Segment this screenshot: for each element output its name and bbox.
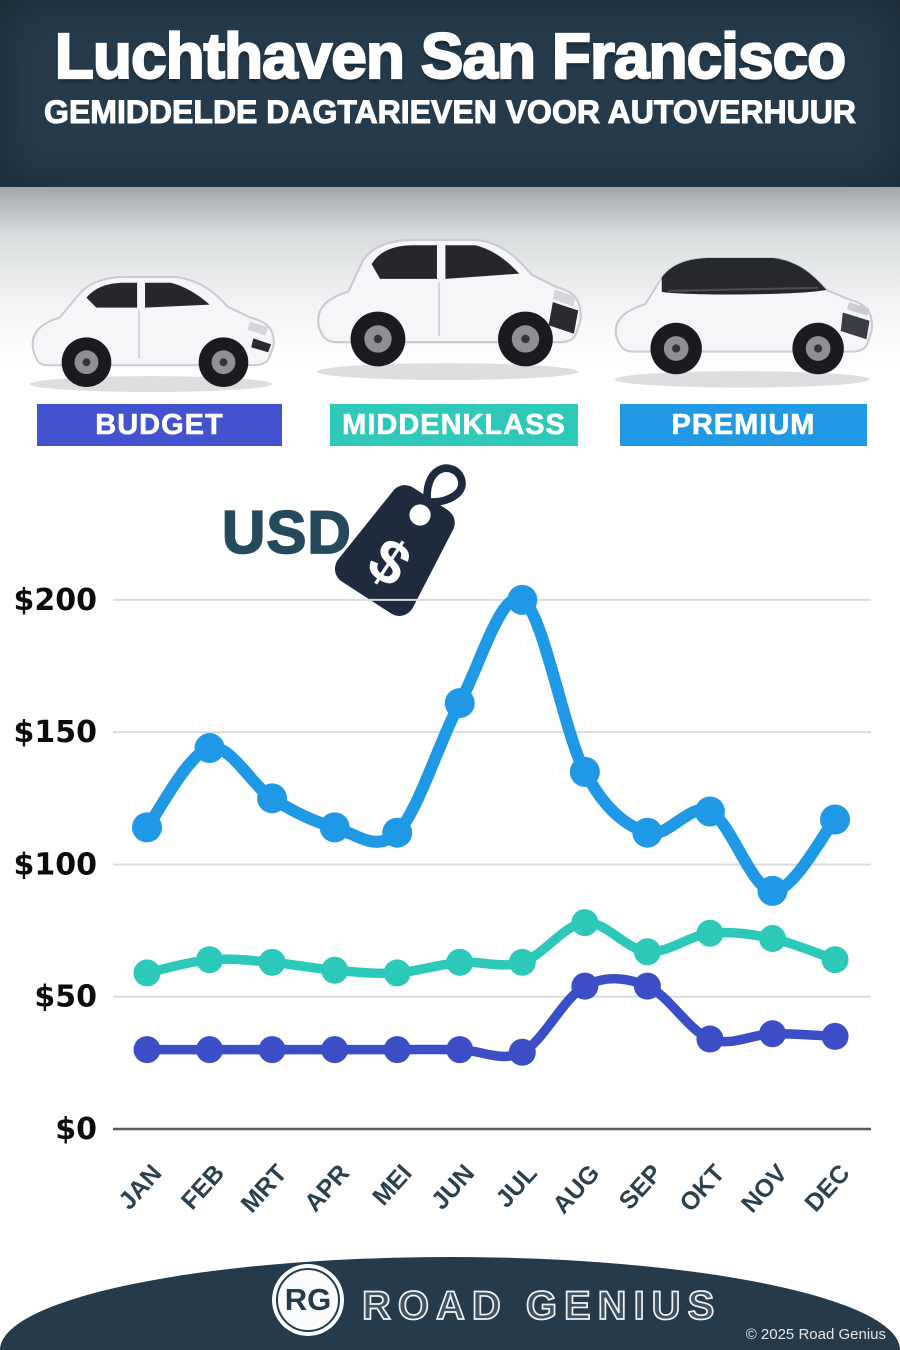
- brand-name: ROAD GENIUS: [361, 1283, 722, 1329]
- data-point-middenklass: [321, 956, 349, 984]
- y-tick-label: $150: [14, 715, 98, 750]
- x-tick-label: NOV: [736, 1159, 793, 1218]
- data-point-middenklass: [821, 946, 849, 974]
- x-tick-label: OKT: [674, 1159, 730, 1217]
- x-tick-label: JUL: [490, 1159, 542, 1213]
- data-point-budget: [446, 1036, 474, 1064]
- data-point-budget: [258, 1036, 286, 1064]
- middenklass-car-image: [316, 238, 582, 381]
- x-tick-label: JAN: [113, 1159, 167, 1215]
- data-point-premium: [132, 812, 162, 843]
- cars-band: [0, 187, 900, 402]
- y-tick-label: $0: [55, 1112, 97, 1147]
- x-tick-label: DEC: [799, 1159, 855, 1217]
- premium-car-image: [614, 256, 874, 388]
- budget-car-image: [29, 275, 275, 393]
- x-tick-label: MEI: [367, 1159, 418, 1211]
- data-point-middenklass: [571, 909, 599, 937]
- data-point-budget: [196, 1036, 224, 1064]
- y-tick-label: $200: [14, 583, 98, 618]
- price-tag-icon: $: [334, 464, 466, 616]
- data-point-budget: [696, 1025, 724, 1053]
- data-point-middenklass: [446, 948, 474, 976]
- data-point-premium: [757, 875, 788, 906]
- data-point-middenklass: [633, 938, 661, 966]
- data-point-budget: [633, 972, 661, 1000]
- data-point-middenklass: [508, 948, 536, 976]
- x-tick-label: JUN: [426, 1159, 480, 1215]
- series-line-middenklass: [142, 917, 840, 979]
- badge-budget: BUDGET: [37, 404, 282, 446]
- x-tick-label: FEB: [176, 1159, 230, 1215]
- currency-label: USD: [221, 498, 352, 567]
- road-genius-logo: RG: [272, 1264, 344, 1336]
- data-point-premium: [444, 688, 475, 719]
- page-subtitle: GEMIDDELDE DAGTARIEVEN VOOR AUTOVERHUUR: [44, 94, 857, 131]
- x-tick-label: APR: [299, 1159, 355, 1217]
- data-point-middenklass: [133, 959, 161, 987]
- x-tick-label: AUG: [547, 1159, 605, 1219]
- copyright-text: © 2025 Road Genius: [745, 1326, 886, 1343]
- data-point-premium: [820, 804, 851, 835]
- data-point-budget: [759, 1020, 786, 1048]
- data-point-premium: [569, 756, 600, 787]
- series-line-budget: [142, 973, 840, 1062]
- data-point-premium: [194, 733, 225, 764]
- data-point-premium: [319, 812, 350, 843]
- data-point-budget: [508, 1038, 536, 1066]
- data-point-budget: [133, 1036, 161, 1064]
- x-tick-label: MRT: [236, 1159, 293, 1218]
- y-tick-label: $100: [14, 847, 98, 882]
- data-point-premium: [694, 796, 725, 827]
- data-point-budget: [821, 1022, 849, 1050]
- data-point-middenklass: [196, 946, 224, 974]
- header-banner: Luchthaven San Francisco GEMIDDELDE DAGT…: [0, 0, 900, 187]
- data-point-budget: [321, 1036, 349, 1064]
- data-point-premium: [632, 817, 663, 848]
- logo-monogram: RG: [284, 1282, 332, 1317]
- data-point-budget: [571, 972, 599, 1000]
- badge-middenklass: MIDDENKLASS: [330, 404, 578, 446]
- data-point-premium: [507, 584, 538, 615]
- data-point-middenklass: [696, 919, 724, 947]
- data-point-middenklass: [258, 948, 286, 976]
- data-point-budget: [383, 1036, 411, 1064]
- data-point-middenklass: [759, 925, 786, 953]
- series-line-premium: [141, 592, 842, 897]
- data-point-premium: [257, 783, 288, 814]
- x-tick-label: SEP: [614, 1159, 668, 1215]
- page-title: Luchthaven San Francisco: [54, 20, 848, 92]
- data-point-middenklass: [383, 959, 411, 987]
- badge-premium: PREMIUM: [620, 404, 867, 446]
- data-point-premium: [382, 817, 413, 848]
- y-tick-label: $50: [34, 980, 97, 1015]
- rates-line-chart: $0 $50 $100 $150 $200 JAN FEB MRT APR MEI JUN JUL AU…: [14, 583, 871, 1219]
